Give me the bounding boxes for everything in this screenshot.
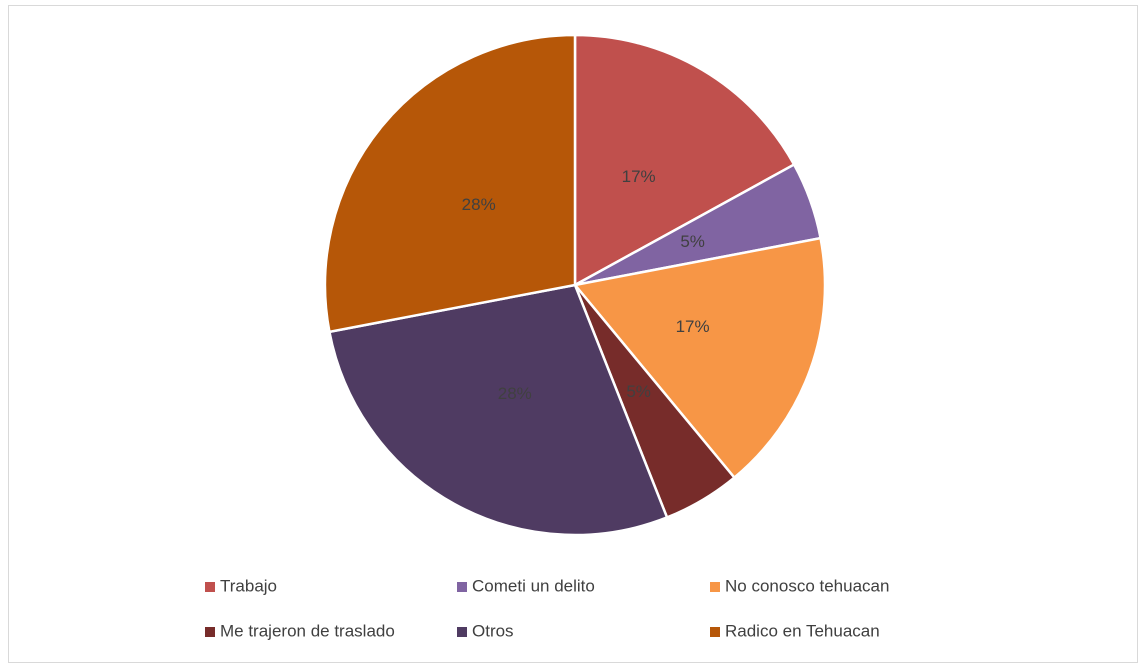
legend-label: Cometi un delito — [472, 576, 595, 595]
pie-slice — [573, 33, 796, 288]
data-label: 17% — [622, 167, 656, 186]
legend-swatch — [205, 582, 215, 592]
legend-swatch — [710, 627, 720, 637]
pie-slice — [327, 283, 669, 537]
legend-swatch — [457, 582, 467, 592]
data-label: 5% — [680, 232, 705, 251]
data-label: 28% — [498, 384, 532, 403]
legend-swatch — [457, 627, 467, 637]
pie-slice — [323, 33, 577, 334]
legend-swatch — [710, 582, 720, 592]
legend-label: No conosco tehuacan — [725, 576, 889, 595]
legend-label: Radico en Tehuacan — [725, 621, 880, 640]
legend-label: Trabajo — [220, 576, 277, 595]
legend-label: Me trajeron de traslado — [220, 621, 395, 640]
data-label: 28% — [462, 195, 496, 214]
data-label: 17% — [676, 317, 710, 336]
pie-slice — [572, 236, 827, 480]
legend-swatch — [205, 627, 215, 637]
legend-label: Otros — [472, 621, 514, 640]
data-label: 5% — [626, 382, 651, 401]
